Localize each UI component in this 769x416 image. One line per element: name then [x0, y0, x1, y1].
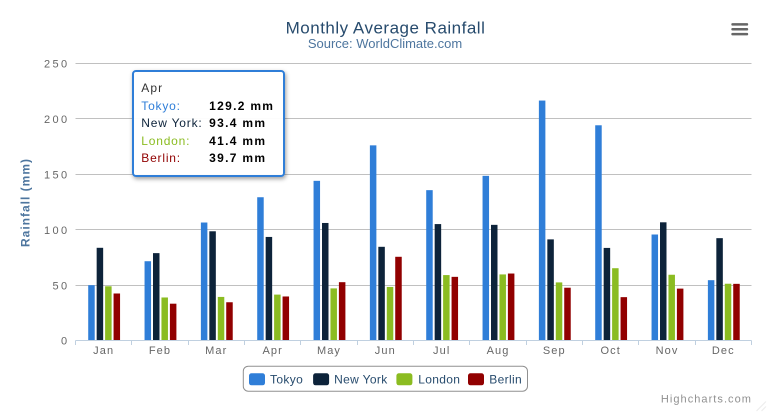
svg-text:Apr: Apr	[262, 345, 282, 357]
svg-text:0: 0	[61, 336, 70, 348]
svg-text:Mar: Mar	[205, 345, 227, 357]
svg-text:Tokyo: Tokyo	[270, 372, 303, 386]
svg-text:150: 150	[44, 169, 70, 181]
svg-text:50: 50	[52, 280, 69, 292]
svg-text:Sep: Sep	[543, 345, 566, 357]
svg-text:London: London	[418, 372, 460, 386]
svg-text:Dec: Dec	[712, 345, 735, 357]
svg-text:250: 250	[44, 59, 70, 71]
svg-text:Berlin: Berlin	[489, 372, 522, 386]
svg-text:Oct: Oct	[600, 345, 620, 357]
svg-text:Monthly Average Rainfall: Monthly Average Rainfall	[286, 19, 486, 38]
svg-text:Feb: Feb	[149, 345, 171, 357]
svg-text:Nov: Nov	[656, 345, 679, 357]
svg-text:Source: WorldClimate.com: Source: WorldClimate.com	[308, 36, 462, 51]
svg-text:Jan: Jan	[93, 345, 114, 357]
svg-text:New York: New York	[334, 372, 388, 386]
svg-text:May: May	[317, 345, 341, 357]
svg-text:Jun: Jun	[375, 345, 396, 357]
svg-text:Highcharts.com: Highcharts.com	[661, 393, 752, 405]
svg-text:Jul: Jul	[433, 345, 450, 357]
svg-text:100: 100	[44, 225, 70, 237]
svg-text:Aug: Aug	[487, 345, 510, 357]
svg-text:Rainfall (mm): Rainfall (mm)	[19, 158, 33, 247]
svg-text:200: 200	[44, 114, 70, 126]
